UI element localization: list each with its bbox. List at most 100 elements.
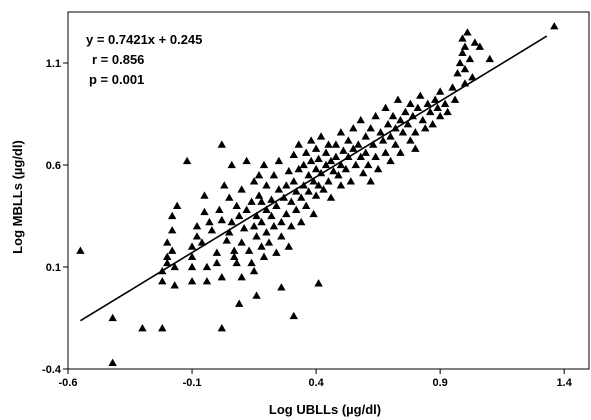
data-point — [187, 242, 197, 250]
data-point — [550, 22, 559, 30]
data-point — [187, 277, 197, 285]
data-point — [200, 191, 209, 199]
data-point — [381, 148, 390, 156]
data-point — [430, 95, 440, 103]
data-point — [262, 181, 271, 189]
data-point — [371, 111, 380, 120]
data-point — [321, 148, 331, 156]
data-point — [411, 144, 420, 152]
data-point — [158, 277, 167, 285]
data-point — [225, 228, 234, 236]
data-point — [378, 136, 388, 144]
regression-line — [79, 35, 548, 322]
data-point — [284, 242, 294, 250]
data-point — [321, 160, 331, 169]
data-point — [331, 152, 341, 160]
data-point — [406, 99, 415, 107]
data-point — [398, 128, 408, 136]
data-point — [264, 238, 274, 246]
data-point — [168, 226, 177, 234]
data-point — [465, 54, 475, 63]
data-point — [225, 193, 234, 201]
data-point — [249, 177, 259, 185]
data-point — [217, 215, 227, 224]
data-point — [371, 152, 380, 160]
data-point — [182, 156, 192, 165]
data-point — [406, 136, 415, 144]
data-point — [239, 224, 249, 232]
data-points-layer — [76, 22, 559, 367]
data-point — [311, 144, 321, 152]
data-point — [202, 262, 212, 271]
data-point — [339, 146, 348, 154]
data-point — [289, 150, 298, 158]
data-point — [284, 166, 294, 175]
data-point — [247, 258, 256, 267]
data-point — [359, 168, 368, 177]
data-point — [314, 279, 323, 287]
data-point — [192, 222, 202, 230]
data-point — [403, 120, 413, 128]
data-point — [76, 246, 85, 254]
data-point — [309, 177, 318, 185]
data-point — [108, 313, 117, 322]
data-point — [202, 277, 212, 285]
data-point — [306, 156, 316, 165]
data-point — [297, 217, 306, 226]
data-point — [363, 160, 373, 169]
data-point — [396, 115, 405, 124]
data-point — [247, 197, 256, 205]
data-point — [458, 48, 467, 56]
data-point — [346, 177, 356, 185]
data-point — [237, 185, 246, 193]
data-point — [294, 164, 303, 173]
data-point — [423, 99, 432, 107]
data-point — [440, 99, 450, 107]
data-point — [326, 193, 336, 201]
data-point — [301, 148, 311, 156]
data-point — [170, 281, 179, 289]
annotation-r-value: r = 0.856 — [92, 52, 144, 67]
annotation-equation: y = 0.7421x + 0.245 — [86, 32, 202, 47]
data-point — [366, 177, 375, 185]
data-point — [272, 248, 281, 256]
data-point — [311, 164, 321, 173]
data-point — [232, 258, 241, 267]
data-point — [163, 258, 172, 267]
data-point — [230, 252, 239, 260]
data-point — [212, 258, 222, 267]
data-point — [401, 107, 410, 116]
data-point — [421, 124, 430, 132]
data-point — [217, 324, 227, 332]
data-point — [460, 64, 470, 73]
x-tick-label: -0.1 — [183, 377, 202, 389]
data-point — [336, 160, 346, 169]
data-point — [349, 144, 358, 152]
data-point — [356, 115, 365, 124]
x-axis-title: Log UBLLs (µg/dl) — [269, 402, 381, 417]
data-point — [172, 201, 182, 209]
y-tick-label: 0.6 — [46, 160, 61, 172]
data-point — [212, 248, 222, 256]
data-point — [269, 171, 279, 179]
data-point — [485, 54, 494, 63]
x-tick-label: 0.9 — [432, 377, 447, 389]
data-point — [470, 38, 480, 46]
data-point — [215, 205, 224, 214]
data-point — [344, 136, 353, 144]
data-point — [282, 209, 291, 218]
data-point — [311, 191, 321, 199]
data-point — [187, 252, 197, 260]
data-point — [244, 246, 254, 254]
data-point — [351, 160, 360, 169]
y-tick-label: 0.1 — [46, 262, 61, 274]
data-point — [267, 195, 276, 203]
data-point — [383, 120, 393, 128]
data-point — [272, 201, 281, 209]
data-point — [368, 140, 378, 148]
data-point — [331, 140, 341, 148]
data-point — [254, 191, 264, 199]
data-point — [227, 217, 236, 226]
data-point — [207, 226, 217, 234]
